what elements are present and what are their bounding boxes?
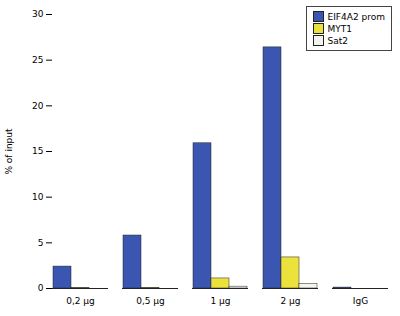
svg-text:1 µg: 1 µg — [210, 296, 230, 306]
html-text:Sat2: Sat2 — [327, 35, 348, 46]
html-text:EIF4A2 prom: EIF4A2 prom — [327, 11, 385, 22]
svg-text:20: 20 — [32, 101, 44, 111]
svg-text:10: 10 — [32, 192, 44, 202]
html-text:MYT1: MYT1 — [327, 23, 352, 34]
svg-text:15: 15 — [32, 146, 43, 156]
svg-text:0,2 µg: 0,2 µg — [66, 296, 95, 306]
svg-text:% of input: % of input — [4, 128, 14, 175]
svg-text:IgG: IgG — [353, 296, 368, 306]
svg-text:25: 25 — [32, 55, 43, 65]
svg-text:0: 0 — [38, 283, 44, 293]
svg-text:2 µg: 2 µg — [280, 296, 300, 306]
svg-text:30: 30 — [32, 9, 44, 19]
svg-text:5: 5 — [38, 238, 44, 248]
svg-text:0,5 µg: 0,5 µg — [136, 296, 165, 306]
